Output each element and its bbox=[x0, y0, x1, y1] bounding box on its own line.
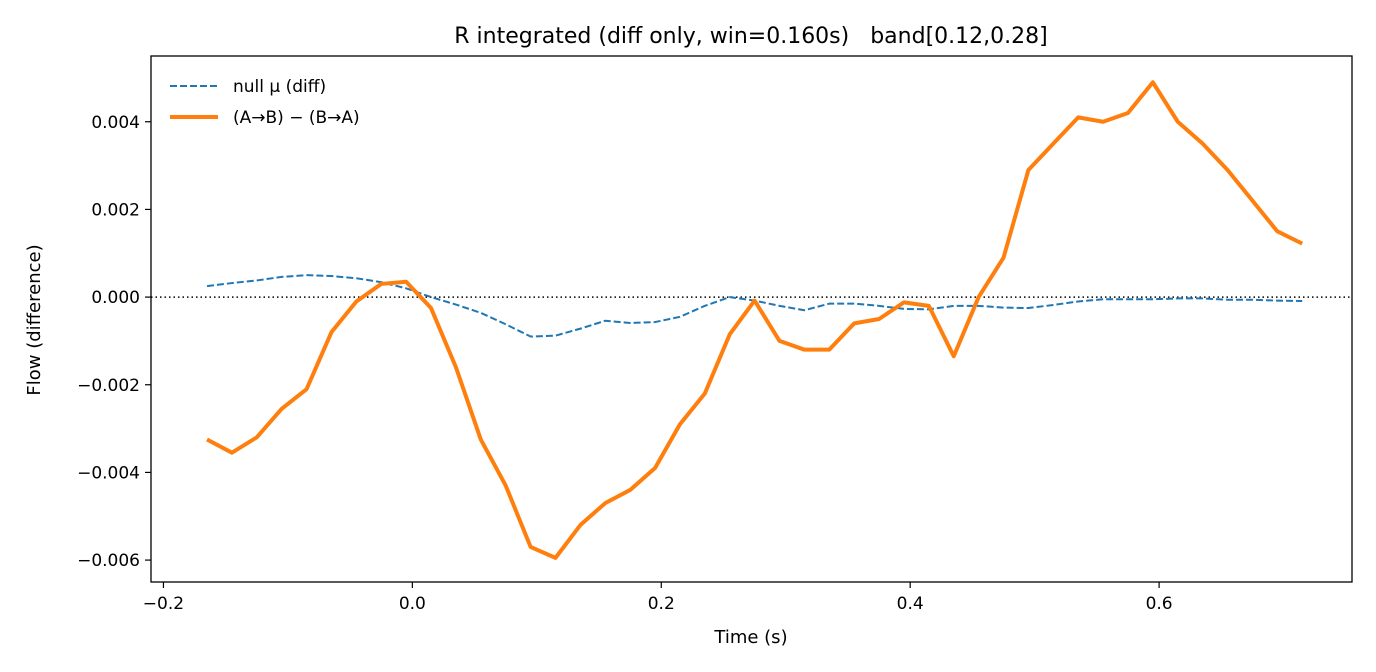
x-tick-label: 0.6 bbox=[1146, 594, 1173, 614]
series-line-difference bbox=[206, 80, 1304, 560]
chart-title: R integrated (diff only, win=0.160s) ban… bbox=[454, 24, 1047, 49]
x-tick-label: −0.2 bbox=[143, 594, 184, 614]
y-tick-label: −0.006 bbox=[77, 551, 140, 571]
x-tick-label: 0.0 bbox=[399, 594, 426, 614]
series-layer bbox=[206, 80, 1304, 560]
plot-area bbox=[150, 55, 1353, 583]
x-axis-label: Time (s) bbox=[713, 627, 787, 648]
y-axis-label: Flow (difference) bbox=[24, 244, 45, 395]
y-tick-label: 0.000 bbox=[91, 288, 140, 308]
legend: null μ (diff) (A→B) − (B→A) bbox=[170, 77, 360, 128]
x-axis: −0.2 0.0 0.2 0.4 0.6 bbox=[143, 582, 1173, 614]
x-tick-label: 0.2 bbox=[648, 594, 675, 614]
legend-label-difference: (A→B) − (B→A) bbox=[233, 108, 360, 128]
y-axis: −0.006 −0.004 −0.002 0.000 0.002 0.004 bbox=[77, 113, 151, 571]
x-tick-label: 0.4 bbox=[897, 594, 924, 614]
y-tick-label: 0.004 bbox=[91, 113, 140, 133]
legend-label-null-mean: null μ (diff) bbox=[233, 77, 326, 97]
y-tick-label: 0.002 bbox=[91, 200, 140, 220]
y-tick-label: −0.004 bbox=[77, 463, 140, 483]
plot-frame bbox=[150, 55, 1353, 583]
y-tick-label: −0.002 bbox=[77, 376, 140, 396]
